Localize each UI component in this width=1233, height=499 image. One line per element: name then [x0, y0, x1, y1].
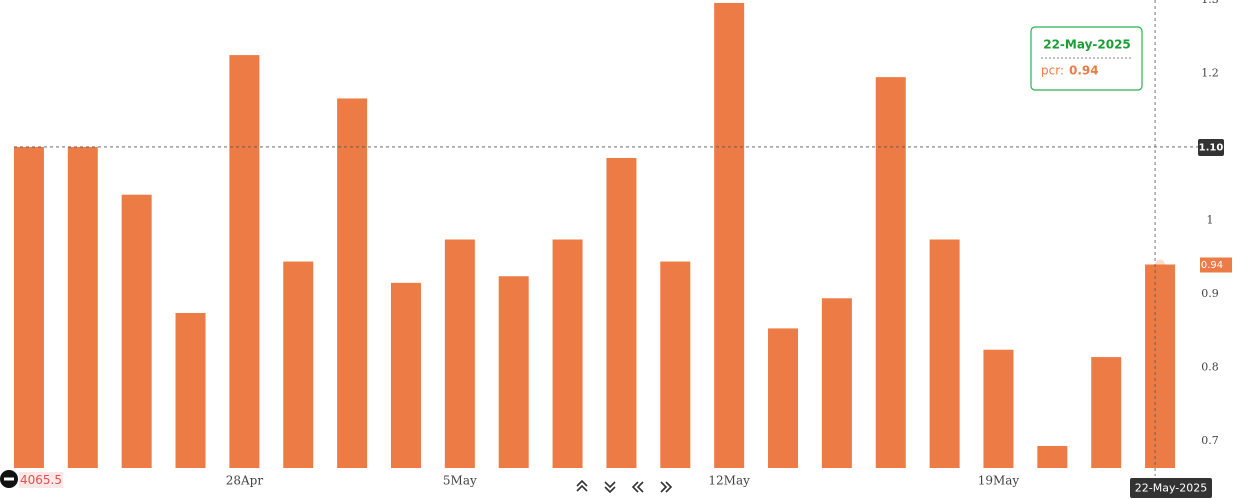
bar — [121, 194, 152, 468]
collapse-icon — [4, 477, 14, 481]
bar — [768, 328, 799, 468]
bar — [337, 98, 368, 469]
x-tick-label: 28Apr — [226, 474, 264, 488]
bar — [929, 239, 960, 468]
last-value-box — [1200, 257, 1232, 273]
nav-down[interactable] — [604, 481, 616, 489]
bar — [660, 261, 691, 468]
y-tick-label: 0.9 — [1201, 287, 1219, 300]
x-tick-label: 19May — [978, 474, 1020, 488]
tooltip-value: 0.94 — [1069, 64, 1099, 78]
y-tick-label: 0.7 — [1201, 434, 1219, 447]
bar — [229, 55, 260, 468]
bar — [283, 261, 314, 468]
x-tick-label: 12May — [708, 474, 750, 488]
last-point-halo — [1155, 259, 1166, 270]
nav-right[interactable] — [660, 481, 668, 493]
bar — [1145, 264, 1176, 468]
tooltip — [1030, 26, 1143, 91]
x-tick-label: 5May — [443, 474, 477, 488]
bar — [498, 276, 529, 468]
bar — [983, 349, 1014, 468]
crosshair-y-label: 1.10 — [1199, 142, 1224, 153]
crosshair-x-label: 22-May-2025 — [1135, 482, 1207, 495]
tooltip-series: pcr: — [1041, 64, 1064, 78]
nav-left[interactable] — [636, 481, 644, 493]
nav-left[interactable] — [631, 481, 639, 493]
nav-right[interactable] — [665, 481, 673, 493]
bar — [821, 298, 852, 468]
bar — [606, 157, 637, 469]
bar — [175, 312, 206, 468]
bar — [444, 239, 475, 468]
crosshair-y-box — [1198, 138, 1224, 156]
tooltip-date: 22-May-2025 — [1043, 38, 1131, 52]
bar — [552, 239, 583, 468]
bar — [67, 146, 98, 468]
footer-value-bg — [19, 472, 63, 488]
y-tick-label: 1 — [1207, 213, 1214, 226]
nav-up[interactable] — [576, 479, 588, 487]
bar — [875, 77, 906, 469]
crosshair-x-box — [1130, 478, 1212, 498]
footer-value: 4065.5 — [20, 473, 62, 487]
nav-up[interactable] — [576, 484, 588, 492]
last-value-label: 0.94 — [1201, 260, 1223, 271]
bar — [390, 282, 421, 468]
bar — [714, 2, 745, 468]
bar — [1091, 357, 1122, 468]
nav-icons[interactable] — [576, 479, 673, 494]
y-tick-label: 1.3 — [1201, 0, 1219, 6]
y-tick-label: 1.2 — [1201, 66, 1219, 79]
bar — [13, 146, 44, 468]
bar — [1037, 445, 1068, 468]
nav-down[interactable] — [604, 486, 616, 494]
y-tick-label: 0.8 — [1201, 360, 1219, 373]
